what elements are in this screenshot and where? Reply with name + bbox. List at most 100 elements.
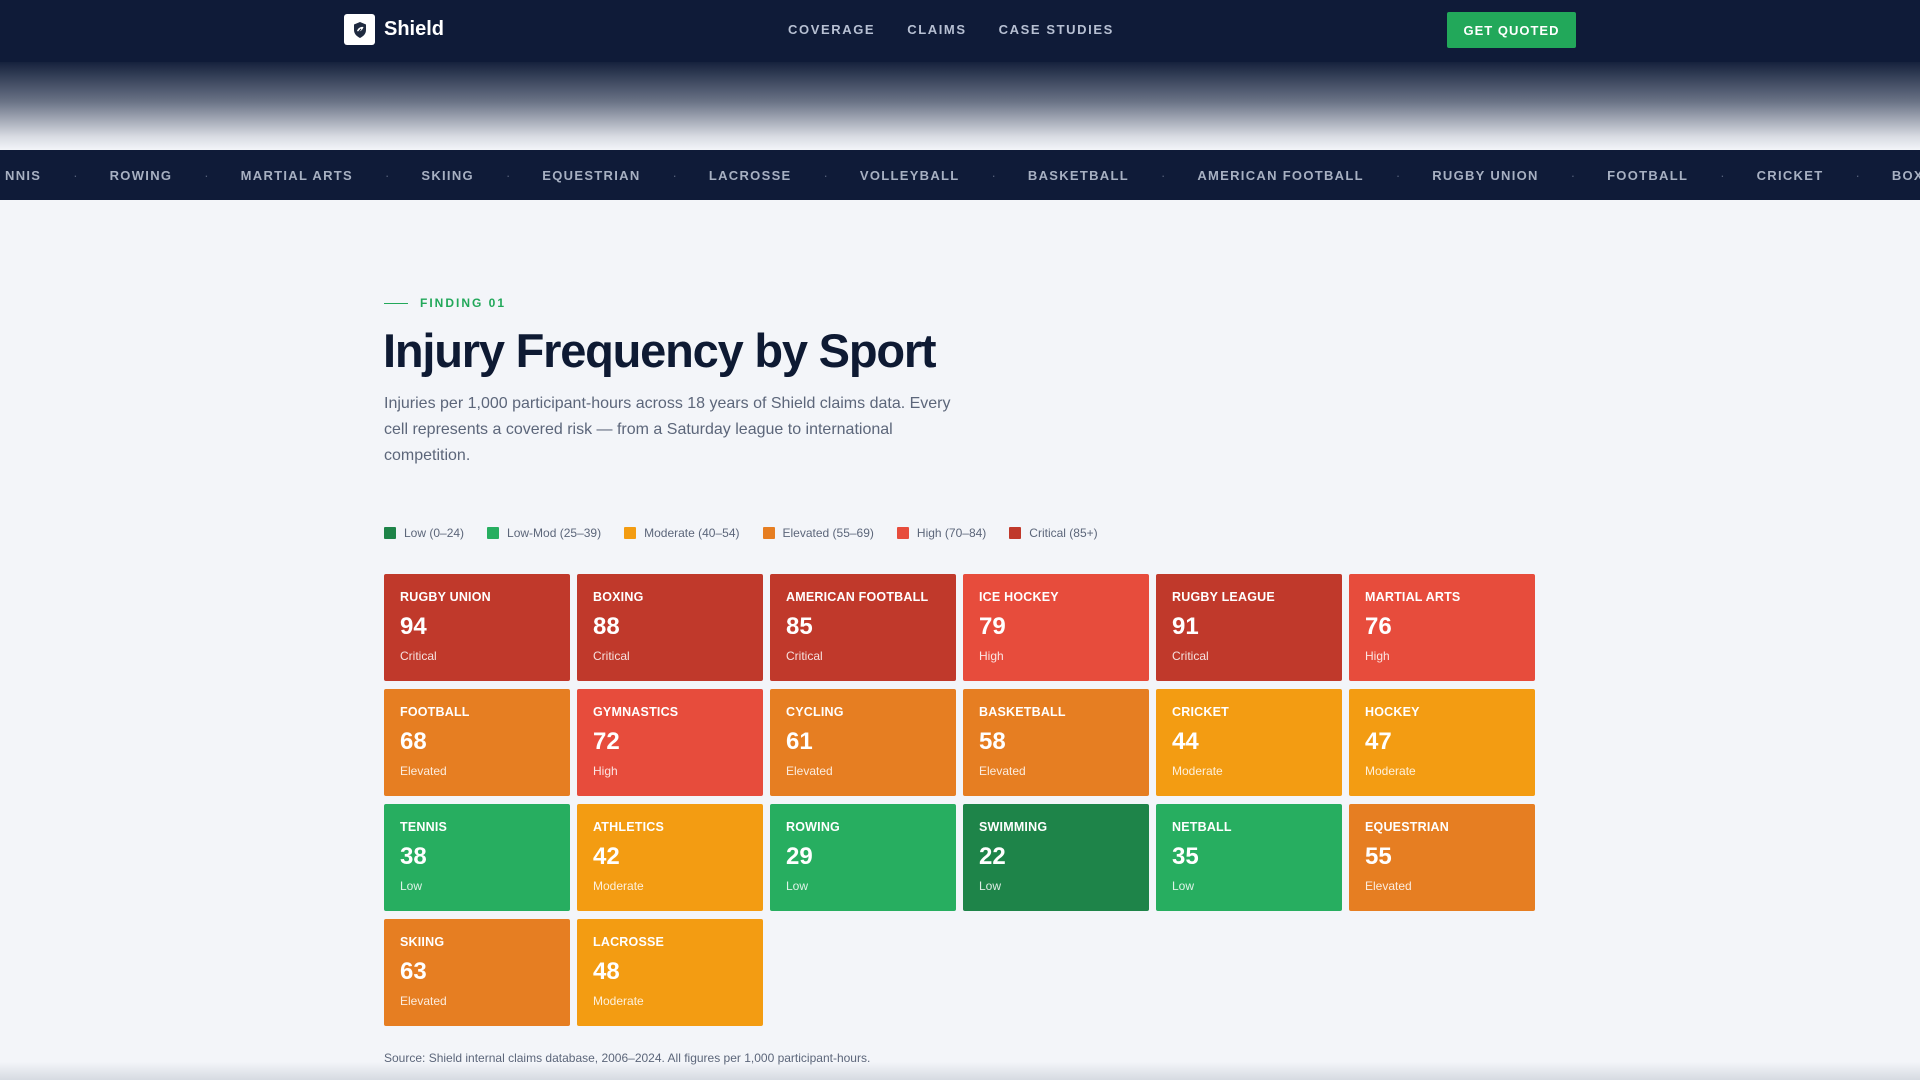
sport-tile-hockey[interactable]: HOCKEY 47 Moderate: [1349, 689, 1535, 796]
marquee-item-basketball: BASKETBALL: [1027, 167, 1129, 183]
sport-tile-swimming[interactable]: SWIMMING 22 Low: [963, 804, 1149, 911]
sport-tile-lacrosse[interactable]: LACROSSE 48 Moderate: [577, 919, 763, 1026]
legend-label: High (70–84): [916, 526, 987, 540]
nav-link-coverage[interactable]: COVERAGE: [788, 22, 876, 37]
legend-label: Low-Mod (25–39): [507, 526, 602, 540]
section-eyebrow: FINDING 01: [384, 296, 506, 310]
eyebrow-rule: [384, 302, 408, 304]
marquee-separator: ·: [672, 167, 677, 183]
legend-swatch: [384, 527, 396, 539]
nav-link-case-studies[interactable]: CASE STUDIES: [998, 22, 1114, 37]
brand-link[interactable]: Shield: [344, 14, 444, 45]
get-quoted-button[interactable]: GET QUOTED: [1447, 12, 1576, 48]
tile-injury-value: 48: [593, 958, 620, 985]
marquee-item-rugby-union: RUGBY UNION: [1432, 167, 1539, 183]
sport-tile-cricket[interactable]: CRICKET 44 Moderate: [1156, 689, 1342, 796]
marquee-separator: ·: [73, 167, 78, 183]
tile-injury-value: 58: [979, 728, 1006, 755]
marquee-item-volleyball: VOLLEYBALL: [859, 167, 960, 183]
tile-sport-name: SKIING: [400, 935, 445, 949]
tile-sport-name: RUGBY LEAGUE: [1172, 590, 1275, 604]
tile-severity-band: High: [1365, 649, 1390, 663]
tile-injury-value: 72: [593, 728, 620, 755]
tile-severity-band: Moderate: [593, 879, 644, 893]
tile-injury-value: 47: [1365, 728, 1392, 755]
tile-severity-band: Moderate: [593, 994, 644, 1008]
tile-sport-name: CRICKET: [1172, 705, 1229, 719]
injury-heatmap-grid: RUGBY UNION 94 Critical BOXING 88 Critical AME…: [384, 574, 1536, 1026]
main-nav: COVERAGE CLAIMS CASE STUDIES: [788, 22, 1146, 37]
sport-tile-rowing[interactable]: ROWING 29 Low: [770, 804, 956, 911]
legend-item: High (70–84): [896, 526, 987, 540]
marquee-item-nnis: NNIS: [5, 167, 42, 183]
legend-item: Critical (85+): [1009, 526, 1098, 540]
nav-link-claims[interactable]: CLAIMS: [907, 22, 967, 37]
sport-tile-ice-hockey[interactable]: ICE HOCKEY 79 High: [963, 574, 1149, 681]
marquee-item-rowing: ROWING: [109, 167, 173, 183]
marquee-separator: ·: [204, 167, 209, 183]
tile-injury-value: 29: [786, 843, 813, 870]
tile-severity-band: Moderate: [1365, 764, 1416, 778]
sport-tile-tennis[interactable]: TENNIS 38 Low: [384, 804, 570, 911]
section-description: Injuries per 1,000 participant-hours acr…: [384, 395, 951, 464]
tile-severity-band: Elevated: [1365, 879, 1412, 893]
marquee-item-boxing: BOXING: [1891, 167, 1920, 183]
sport-tile-football[interactable]: FOOTBALL 68 Elevated: [384, 689, 570, 796]
tile-severity-band: High: [593, 764, 618, 778]
marquee-item-football: FOOTBALL: [1607, 167, 1689, 183]
sport-tile-american-football[interactable]: AMERICAN FOOTBALL 85 Critical: [770, 574, 956, 681]
tile-injury-value: 94: [400, 613, 427, 640]
bottom-fade: [0, 1062, 1920, 1080]
sport-tile-boxing[interactable]: BOXING 88 Critical: [577, 574, 763, 681]
marquee-separator: ·: [1570, 167, 1576, 183]
marquee-item-american-football: AMERICAN FOOTBALL: [1197, 167, 1364, 183]
tile-sport-name: FOOTBALL: [400, 705, 470, 719]
tile-injury-value: 42: [593, 843, 620, 870]
legend-swatch: [624, 527, 637, 539]
sport-tile-athletics[interactable]: ATHLETICS 42 Moderate: [577, 804, 763, 911]
sport-tile-martial-arts[interactable]: MARTIAL ARTS 76 High: [1349, 574, 1535, 681]
sport-tile-skiing[interactable]: SKIING 63 Elevated: [384, 919, 570, 1026]
marquee-item-lacrosse: LACROSSE: [708, 167, 792, 183]
tile-injury-value: 38: [400, 843, 427, 870]
marquee-separator: ·: [1395, 167, 1401, 183]
sport-tile-gymnastics[interactable]: GYMNASTICS 72 High: [577, 689, 763, 796]
tile-sport-name: ROWING: [786, 820, 840, 834]
sport-tile-netball[interactable]: NETBALL 35 Low: [1156, 804, 1342, 911]
top-nav-bar: Shield COVERAGE CLAIMS CASE STUDIES GET …: [0, 0, 1920, 62]
tile-sport-name: RUGBY UNION: [400, 590, 491, 604]
sport-tile-rugby-union[interactable]: RUGBY UNION 94 Critical: [384, 574, 570, 681]
tile-injury-value: 22: [979, 843, 1006, 870]
tile-injury-value: 79: [979, 613, 1006, 640]
legend-item: Low (0–24): [384, 526, 464, 540]
tile-sport-name: NETBALL: [1172, 820, 1232, 834]
tile-sport-name: ATHLETICS: [593, 820, 665, 834]
page-title: Injury Frequency by Sport: [383, 324, 937, 377]
tile-severity-band: High: [979, 649, 1004, 663]
tile-severity-band: Low: [1172, 879, 1195, 893]
tile-injury-value: 91: [1172, 613, 1199, 640]
hero-gradient: [0, 62, 1920, 150]
sport-tile-rugby-league[interactable]: RUGBY LEAGUE 91 Critical: [1156, 574, 1342, 681]
tile-injury-value: 68: [400, 728, 427, 755]
tile-sport-name: CYCLING: [786, 705, 844, 719]
brand-name: Shield: [384, 18, 445, 40]
severity-legend: Low (0–24) Low-Mod (25–39) Moderate (40–54…: [384, 526, 1121, 540]
tile-severity-band: Moderate: [1172, 764, 1223, 778]
tile-injury-value: 35: [1172, 843, 1199, 870]
marquee-item-martial-arts: MARTIAL ARTS: [240, 167, 354, 183]
tile-severity-band: Low: [400, 879, 423, 893]
tile-severity-band: Low: [979, 879, 1002, 893]
tile-sport-name: EQUESTRIAN: [1365, 820, 1449, 834]
sport-tile-cycling[interactable]: CYCLING 61 Elevated: [770, 689, 956, 796]
legend-item: Moderate (40–54): [624, 526, 740, 540]
sport-tile-basketball[interactable]: BASKETBALL 58 Elevated: [963, 689, 1149, 796]
tile-severity-band: Elevated: [786, 764, 833, 778]
legend-label: Low (0–24): [404, 526, 465, 540]
tile-injury-value: 63: [400, 958, 427, 985]
sport-tile-equestrian[interactable]: EQUESTRIAN 55 Elevated: [1349, 804, 1535, 911]
tile-severity-band: Critical: [1172, 649, 1209, 663]
marquee-item-equestrian: EQUESTRIAN: [542, 167, 641, 183]
tile-severity-band: Critical: [400, 649, 437, 663]
shield-leaf-icon: [344, 14, 375, 45]
